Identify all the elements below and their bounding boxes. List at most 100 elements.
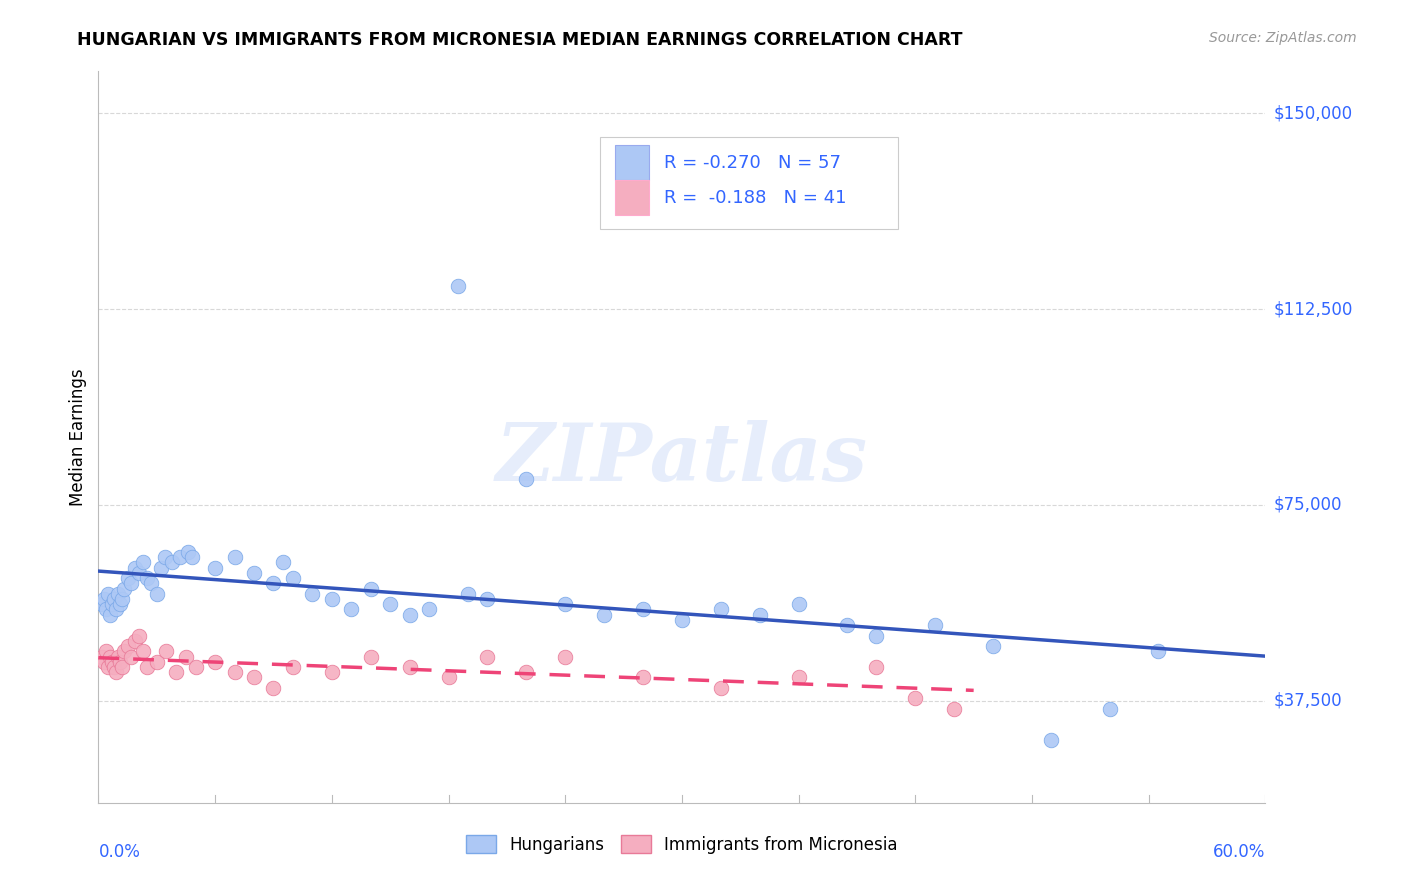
Point [108,655,131,669]
Point [865,660,887,674]
Point [748,607,770,622]
Point [132,556,155,570]
Point [837,618,859,632]
Point [631,670,654,684]
Text: Source: ZipAtlas.com: Source: ZipAtlas.com [1209,31,1357,45]
Point [103,592,125,607]
Point [243,566,266,580]
Point [101,597,124,611]
Point [631,602,654,616]
Point [121,576,143,591]
Point [96,644,118,658]
Point [1147,644,1170,658]
Point [204,560,226,574]
Point [1098,702,1121,716]
Point [149,560,172,574]
Point [924,618,946,632]
Point [98,649,121,664]
Point [398,607,420,622]
Point [262,576,284,591]
Text: R = -0.270   N = 57: R = -0.270 N = 57 [665,153,841,172]
Point [104,602,127,616]
Text: ZIPatlas: ZIPatlas [496,420,868,498]
Legend: Hungarians, Immigrants from Micronesia: Hungarians, Immigrants from Micronesia [460,829,904,860]
Text: R =  -0.188   N = 41: R = -0.188 N = 41 [665,189,846,207]
Point [111,592,134,607]
Point [281,571,304,585]
FancyBboxPatch shape [616,145,650,180]
Point [136,660,159,674]
Point [93,655,115,669]
Point [97,660,120,674]
Text: $37,500: $37,500 [1274,692,1343,710]
Point [477,649,499,664]
Text: 0.0%: 0.0% [98,843,141,861]
Text: HUNGARIAN VS IMMIGRANTS FROM MICRONESIA MEDIAN EARNINGS CORRELATION CHART: HUNGARIAN VS IMMIGRANTS FROM MICRONESIA … [77,31,963,49]
Point [107,587,129,601]
Point [437,670,460,684]
Point [169,550,191,565]
Point [1040,733,1063,747]
Point [321,665,343,680]
Point [321,592,343,607]
Point [93,592,115,607]
Point [554,649,576,664]
Point [132,644,155,658]
Point [301,587,323,601]
Point [360,649,382,664]
Point [340,602,363,616]
Point [177,545,200,559]
Point [146,587,169,601]
Point [155,644,177,658]
Point [146,655,169,669]
Point [128,566,150,580]
Point [121,649,143,664]
Point [104,665,127,680]
Point [418,602,440,616]
Point [124,633,146,648]
Point [865,629,887,643]
Point [91,649,114,664]
Point [457,587,479,601]
Point [103,660,125,674]
Point [165,665,187,680]
Point [398,660,420,674]
Point [174,649,197,664]
Point [128,629,150,643]
Point [96,602,118,616]
Text: $75,000: $75,000 [1274,496,1343,514]
Point [943,702,966,716]
Point [710,602,733,616]
Point [112,582,135,596]
Point [97,587,120,601]
Point [477,592,499,607]
Point [281,660,304,674]
Point [671,613,693,627]
Point [162,556,184,570]
Point [124,560,146,574]
Point [981,639,1004,653]
Point [98,607,121,622]
Text: $112,500: $112,500 [1274,300,1353,318]
Point [593,607,616,622]
Point [180,550,202,565]
Y-axis label: Median Earnings: Median Earnings [69,368,87,506]
Point [91,597,114,611]
Point [117,571,139,585]
Point [224,665,246,680]
Point [710,681,733,695]
Point [204,655,226,669]
Point [360,582,382,596]
FancyBboxPatch shape [600,137,898,228]
Point [117,639,139,653]
Point [139,576,162,591]
Point [262,681,284,695]
Point [787,597,810,611]
Point [243,670,266,684]
Point [904,691,927,706]
Point [153,550,176,565]
Point [380,597,402,611]
Point [515,472,537,486]
Point [111,660,134,674]
FancyBboxPatch shape [616,179,650,216]
